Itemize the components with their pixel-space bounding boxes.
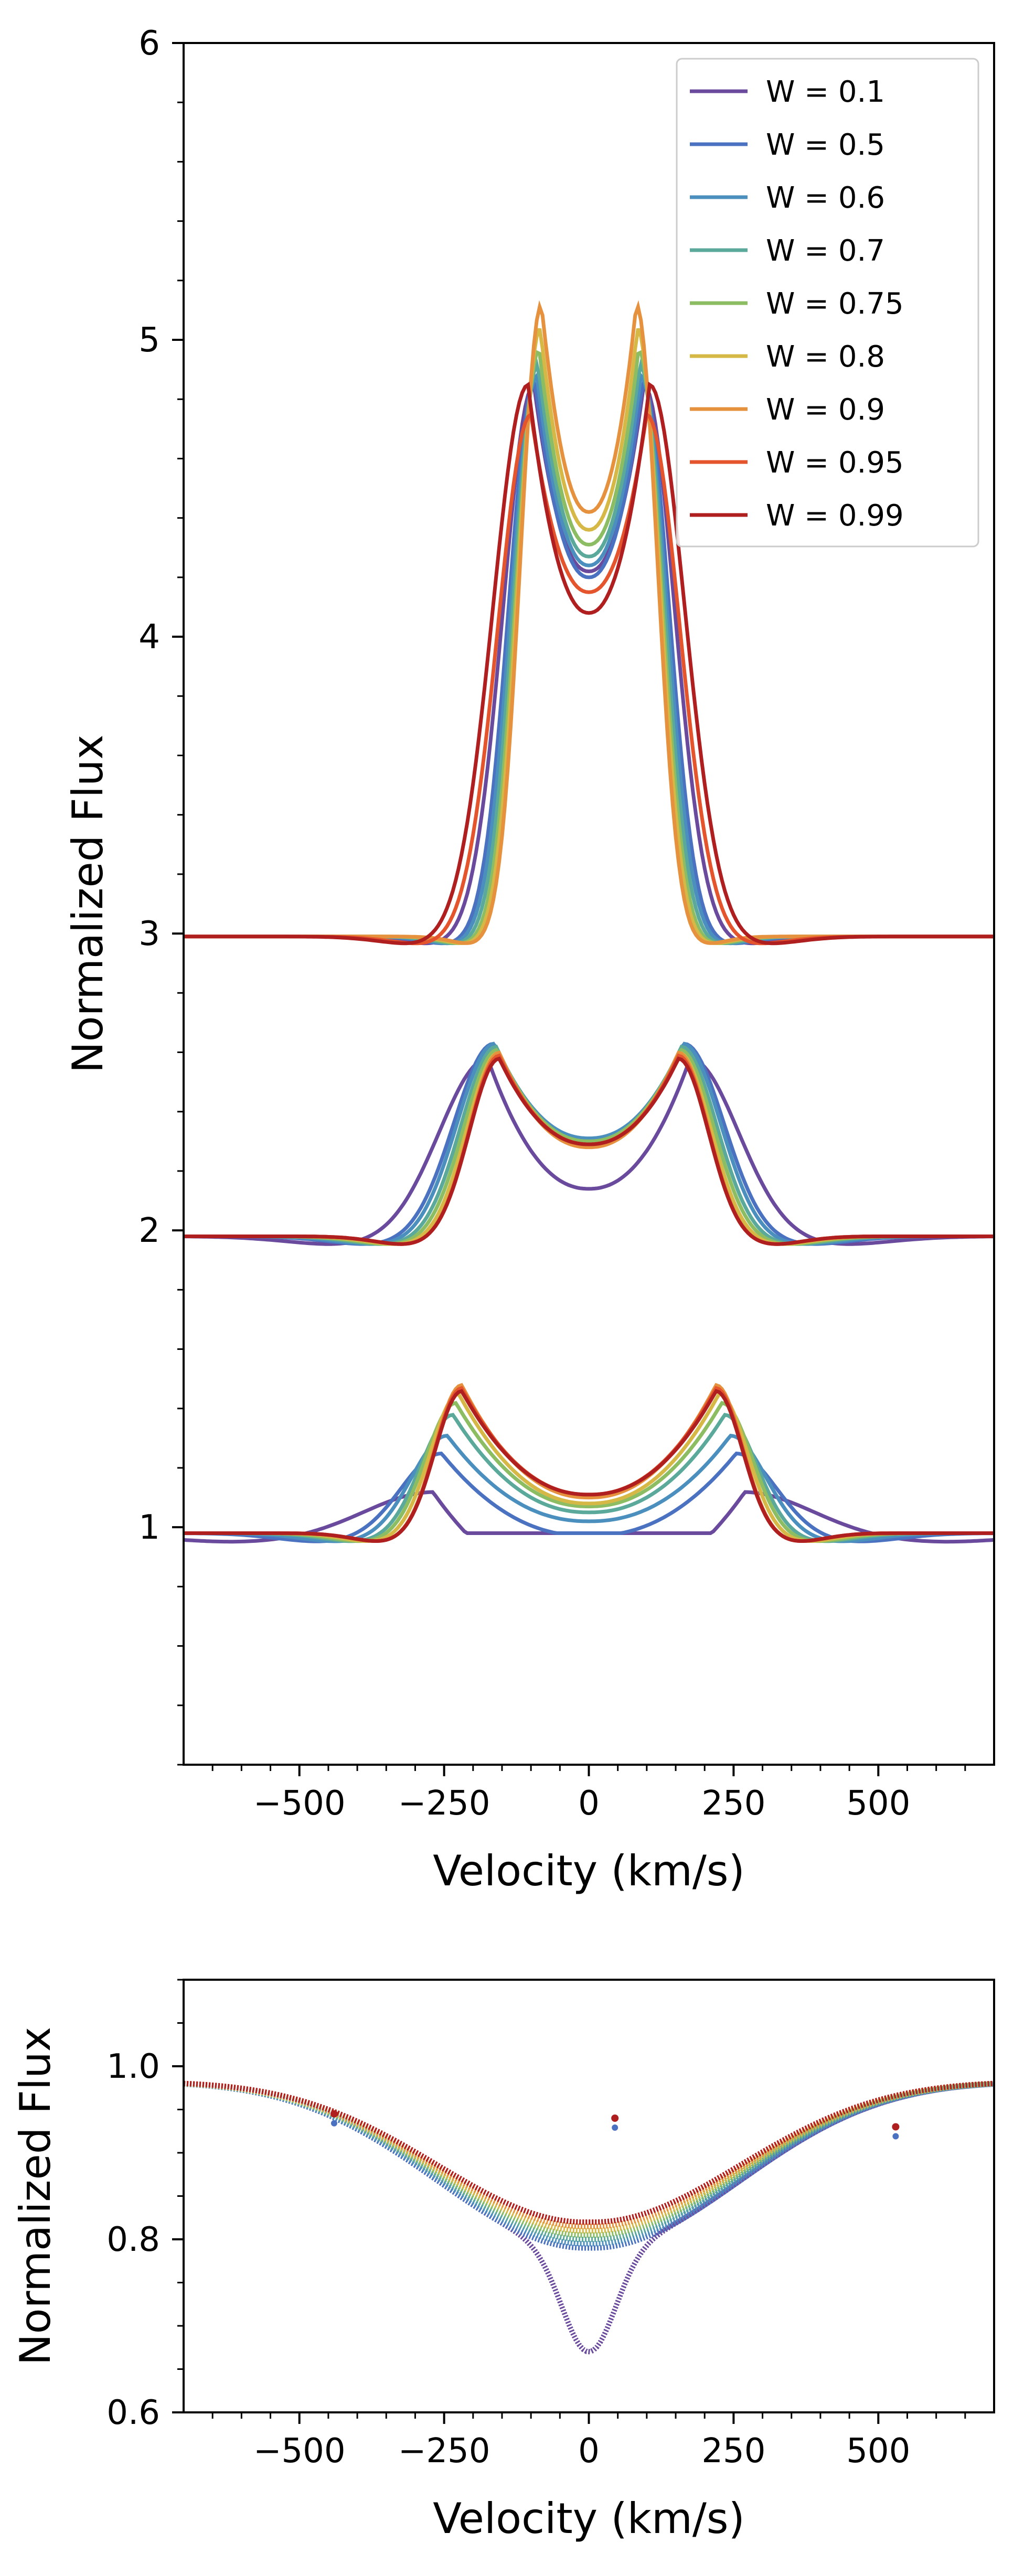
x-tick-label: −500 [253, 1784, 346, 1823]
y-tick-label: 1.0 [106, 2047, 160, 2086]
y-tick-label: 2 [138, 1211, 160, 1250]
y-tick-label: 0.6 [106, 2393, 160, 2432]
top-axes: 1 2 3 4 5 6 −500 −250 0 250 500 Velocity (km/s) Norm… [63, 24, 995, 1895]
legend-entry: W = 0.8 [766, 340, 885, 374]
outlier-point [330, 2120, 337, 2127]
legend-box [676, 58, 979, 548]
x-axis-label: Velocity (km/s) [433, 1847, 745, 1895]
bottom-panel: 0.6 0.8 1.0 −500 −250 0 250 500 Velocity (km/s) N… [11, 1979, 995, 2543]
legend-entry: W = 0.99 [766, 499, 904, 533]
legend-entry: W = 0.95 [766, 446, 904, 480]
y-tick-label: 5 [138, 321, 160, 360]
legend-entry: W = 0.7 [766, 234, 885, 268]
outlier-point [330, 2110, 338, 2118]
scatter-series-0.9 [183, 2080, 994, 2229]
x-tick-label: 250 [701, 2432, 765, 2471]
series-line-0.1-group2 [183, 1056, 995, 1246]
outlier-point [611, 2115, 619, 2122]
y-tick-label: 0.8 [106, 2220, 160, 2259]
series-line-0.99-group2 [184, 1056, 994, 1246]
series-line-0.99-group1 [184, 1389, 994, 1543]
outlier-point [892, 2133, 899, 2140]
legend-entry: W = 0.1 [766, 75, 885, 109]
y-tick-label: 3 [138, 915, 160, 953]
y-axis-label: Normalized Flux [11, 2027, 60, 2365]
scatter-series-0.99 [183, 2080, 994, 2225]
series-line-0.99-group3 [184, 381, 994, 946]
x-tick-label: 0 [578, 2432, 600, 2471]
series-line-0.6-group1 [184, 1433, 994, 1543]
series-line-0.9-group2 [184, 1050, 994, 1246]
x-tick-label: −500 [253, 2432, 346, 2471]
legend-entry: W = 0.75 [766, 287, 904, 321]
outlier-point [892, 2123, 900, 2131]
legend-entry: W = 0.6 [766, 181, 885, 215]
x-tick-label: 250 [701, 1784, 765, 1823]
x-tick-label: −250 [398, 2432, 490, 2471]
bottom-points [183, 2080, 994, 2355]
legend-entry: W = 0.5 [766, 128, 885, 162]
x-axis-label: Velocity (km/s) [433, 2494, 745, 2543]
y-axis-label: Normalized Flux [63, 735, 112, 1073]
x-tick-label: 500 [846, 1784, 910, 1823]
series-line-0.9-group1 [184, 1382, 994, 1543]
y-tick-label: 6 [138, 24, 160, 63]
series-line-0.95-group2 [184, 1053, 994, 1246]
legend-entry: W = 0.9 [766, 393, 885, 427]
x-tick-label: 0 [578, 1784, 600, 1823]
legend: W = 0.1 W = 0.5 W = 0.6 W = 0.7 W = 0.75 W = … [676, 58, 979, 548]
outlier-point [612, 2124, 618, 2131]
series-line-0.8-group1 [184, 1392, 994, 1543]
y-tick-label: 1 [138, 1508, 160, 1547]
x-tick-label: 500 [846, 2432, 910, 2471]
bottom-axes: 0.6 0.8 1.0 −500 −250 0 250 500 Velocity (km/s) N… [11, 1979, 995, 2543]
y-tick-label: 4 [138, 618, 160, 657]
top-panel: 1 2 3 4 5 6 −500 −250 0 250 500 Velocity (km/s) Norm… [63, 24, 995, 1895]
bottom-plot-frame [183, 1979, 995, 2413]
series-line-0.95-group1 [184, 1386, 994, 1543]
scatter-series-0.5 [183, 2081, 994, 2251]
top-curves [183, 300, 995, 1544]
scatter-series-0.8 [183, 2081, 994, 2234]
x-tick-label: −250 [398, 1784, 490, 1823]
scatter-series-0.1 [183, 2081, 994, 2355]
